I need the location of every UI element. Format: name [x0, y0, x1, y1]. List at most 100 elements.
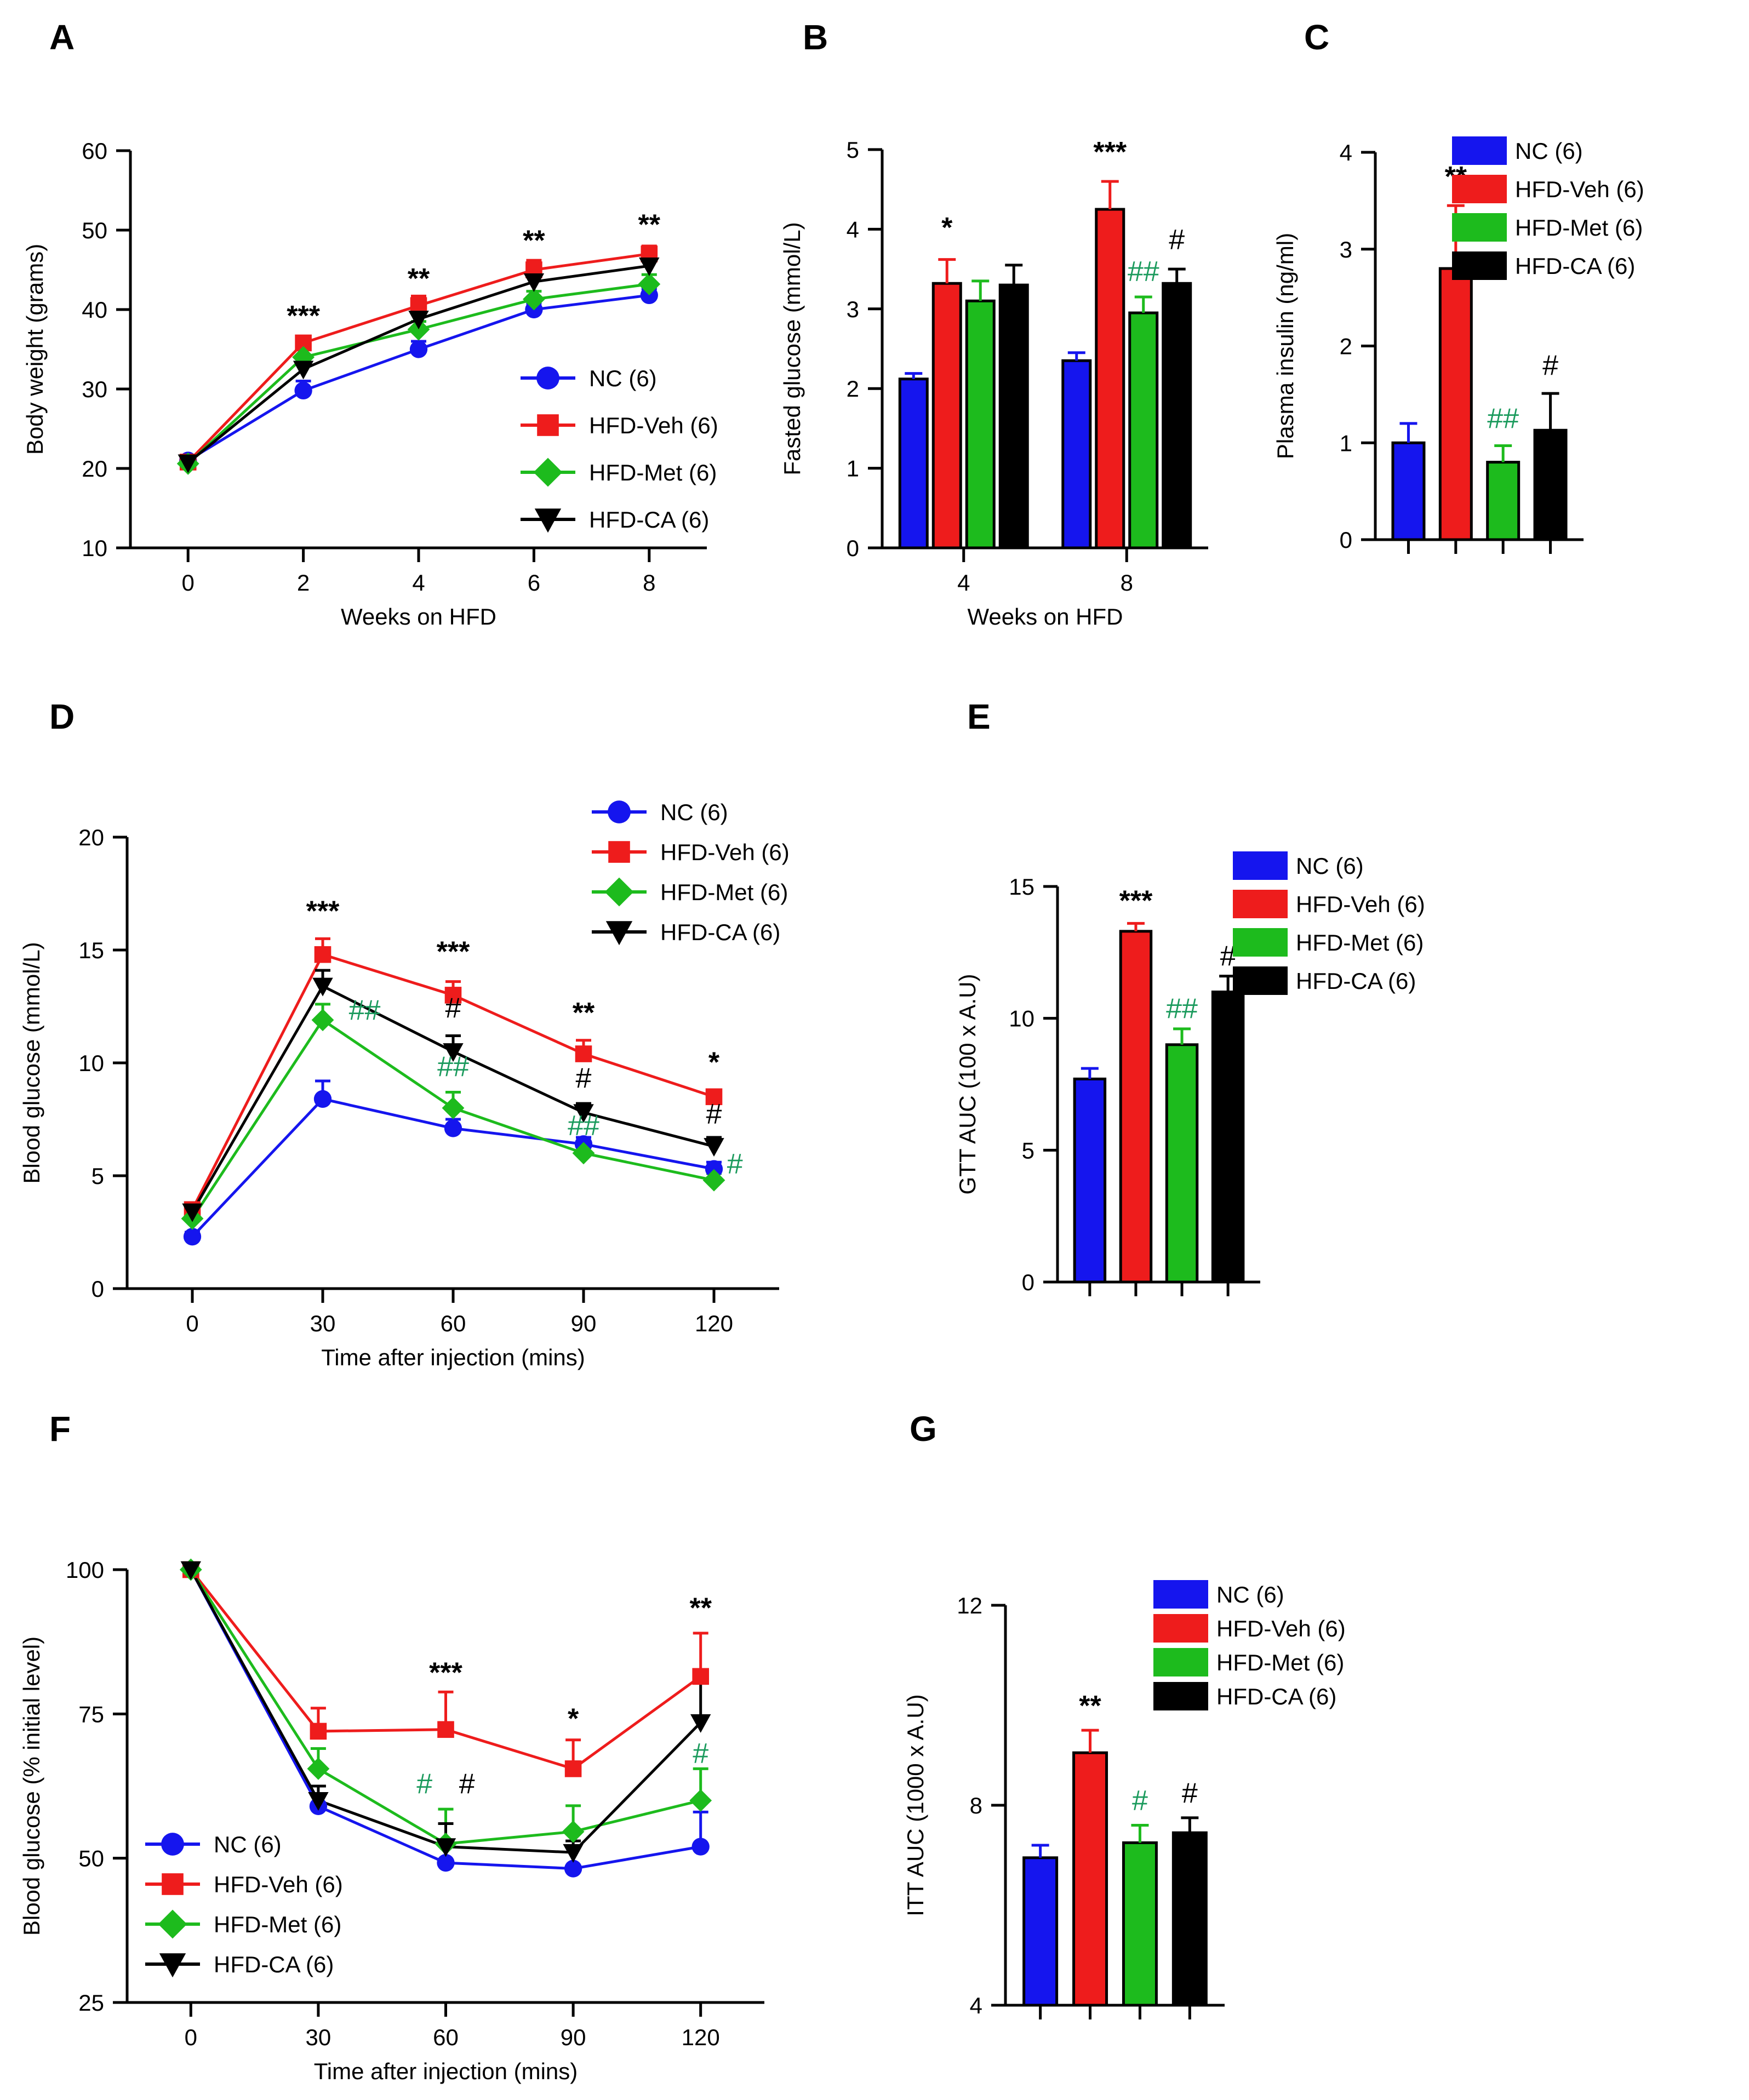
legend-label: NC (6): [214, 1832, 282, 1857]
y-tick-label: 8: [970, 1793, 982, 1818]
bar-hfd-met: [1122, 1841, 1158, 2007]
markers-hfd-ca: [178, 257, 660, 473]
marker-square: [705, 1088, 723, 1106]
x-tick-label: 120: [682, 2024, 720, 2050]
marker-diamond: [158, 1909, 187, 1939]
x-tick-label: 90: [571, 1311, 597, 1336]
significance-mark: ***: [287, 300, 320, 332]
bar-hfd-ca: [1171, 1831, 1208, 2007]
y-tick-label: 20: [78, 825, 104, 850]
marker-diamond: [689, 1789, 712, 1812]
legend-label: NC (6): [1216, 1582, 1284, 1607]
marker-diamond: [572, 1142, 595, 1165]
panel-d: 0 5 10 15 20 Blood glucose (mmol/L) D 0 30 60 90 12…: [19, 697, 790, 1370]
significance-mark: #: [1542, 350, 1558, 382]
panel-a: 10 20 30 40 50 60 Body weight (grams) A 0 2 4 6 8 Wee…: [22, 18, 718, 630]
significance-mark: #: [576, 1062, 592, 1094]
marker-diamond: [442, 1097, 465, 1119]
marker-circle: [183, 1228, 202, 1246]
marker-diamond: [533, 457, 563, 487]
significance-mark: **: [523, 225, 545, 256]
y-tick-label: 1: [1340, 430, 1352, 456]
legend-swatch: [1233, 890, 1288, 918]
panel-label: A: [49, 18, 75, 57]
marker-triangle-down: [159, 1953, 186, 1978]
legend-label: HFD-Veh (6): [1216, 1616, 1346, 1641]
legend-label: HFD-Met (6): [660, 879, 788, 905]
bar-hfd-veh: [1095, 208, 1125, 550]
bar-hfd-ca: [1211, 991, 1245, 1284]
marker-triangle-down: [408, 311, 429, 330]
legend-label: NC (6): [660, 799, 728, 825]
legend-label: HFD-Veh (6): [214, 1872, 343, 1897]
bar-hfd-veh: [931, 282, 962, 550]
y-axis-label: Blood glucose (mmol/L): [19, 942, 44, 1183]
legend-swatch: [1233, 928, 1288, 957]
significance-mark: ##: [568, 1110, 599, 1142]
y-tick-label: 4: [847, 216, 859, 242]
panel-f: 25 50 75 100 Blood glucose (% initial level)…: [19, 1409, 764, 2084]
x-tick-label: 2: [297, 570, 310, 596]
y-tick-label: 30: [82, 376, 107, 402]
significance-mark: **: [1079, 1690, 1101, 1722]
marker-triangle-down: [443, 1043, 464, 1062]
significance-mark: ##: [437, 1051, 469, 1083]
significance-mark: **: [408, 263, 430, 295]
legend-label: HFD-Met (6): [1216, 1650, 1344, 1675]
marker-triangle-down: [308, 1792, 329, 1811]
marker-diamond: [702, 1169, 725, 1192]
bar-nc: [1061, 359, 1092, 550]
significance-mark: ***: [306, 895, 340, 927]
marker-square: [564, 1760, 582, 1777]
panel-label: F: [49, 1409, 71, 1449]
marker-square: [444, 987, 462, 1004]
y-axis-label: Body weight (grams): [22, 244, 48, 455]
significance-mark: *: [568, 1703, 579, 1735]
bar-hfd-ca: [998, 283, 1029, 550]
markers-hfd-veh: [182, 1561, 709, 1777]
marker-triangle-down: [690, 1714, 711, 1733]
legend: NC (6) HFD-Veh (6) HFD-Met (6) HFD-CA (6): [1452, 136, 1644, 280]
legend-label: NC (6): [1296, 853, 1364, 879]
y-tick-label: 4: [1340, 140, 1352, 165]
x-tick-label: 120: [695, 1311, 733, 1336]
legend: NC (6) HFD-Veh (6) HFD-Met (6) HFD-CA (6): [145, 1832, 343, 1978]
marker-circle: [705, 1160, 723, 1178]
panel-g: 4 8 12 ITT AUC (1000 x A.U) G ** # # NC (6) HFD-V…: [902, 1409, 1346, 2019]
x-tick-label: 90: [561, 2024, 586, 2050]
significance-mark: #: [693, 1738, 708, 1770]
marker-diamond: [307, 1758, 330, 1780]
marker-circle: [564, 1859, 582, 1878]
marker-circle: [161, 1833, 184, 1856]
y-tick-label: 0: [92, 1276, 104, 1302]
bar-hfd-met: [965, 299, 996, 550]
y-tick-label: 75: [78, 1701, 104, 1727]
marker-square: [692, 1668, 709, 1685]
marker-triangle-down: [312, 977, 333, 997]
y-axis-label: Fasted glucose (mmol/L): [779, 222, 805, 475]
bar-nc: [898, 377, 929, 550]
marker-diamond: [604, 877, 634, 907]
y-tick-label: 10: [78, 1050, 104, 1076]
significance-mark: #: [416, 1769, 432, 1800]
panel-label: E: [967, 697, 991, 736]
legend-swatch: [1452, 175, 1507, 203]
marker-square: [314, 946, 331, 963]
significance-mark: ***: [437, 936, 470, 968]
significance-mark: ***: [1119, 885, 1153, 917]
significance-mark: #: [1182, 1777, 1198, 1809]
legend-label: HFD-Met (6): [214, 1912, 341, 1937]
x-tick-label: 4: [412, 570, 425, 596]
panel-label: D: [49, 697, 75, 736]
marker-diamond: [311, 1009, 334, 1032]
y-axis-label: ITT AUC (1000 x A.U): [902, 1694, 928, 1916]
significance-mark: ##: [1128, 256, 1159, 288]
significance-mark: ##: [1487, 403, 1519, 435]
significance-mark: ##: [349, 995, 381, 1027]
y-tick-label: 5: [92, 1163, 104, 1189]
y-tick-label: 0: [1340, 527, 1352, 553]
bar-nc: [1022, 1856, 1059, 2007]
legend-swatch: [1153, 1614, 1208, 1643]
